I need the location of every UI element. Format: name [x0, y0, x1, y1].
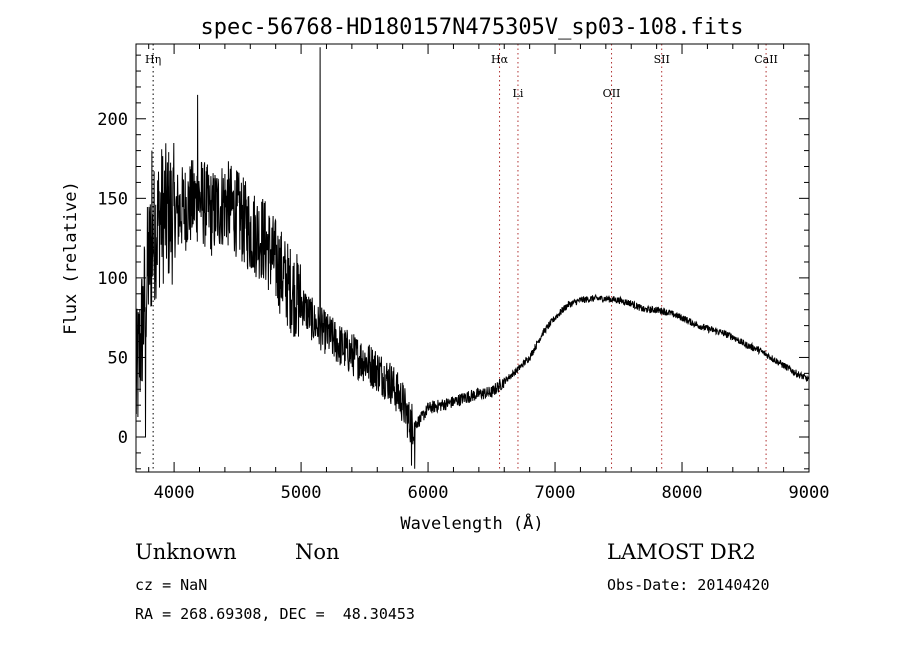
x-tick-label: 4000: [154, 483, 195, 503]
x-axis-label: Wavelength (Å): [400, 512, 543, 534]
y-tick-label: 150: [97, 189, 128, 209]
line-marker-label: SII: [654, 53, 670, 66]
y-axis-label: Flux (relative): [61, 181, 81, 335]
obs-date: Obs-Date: 20140420: [607, 576, 770, 594]
spectral-line-markers: Hη Hα Li OII SII CaII: [145, 44, 778, 472]
spectrum-series: [135, 47, 810, 469]
survey-name: LAMOST DR2: [607, 540, 756, 564]
x-tick-label: 7000: [535, 483, 576, 503]
line-marker-label: Li: [513, 87, 524, 100]
spectral-subclass: Non: [295, 540, 340, 564]
plot-frame: [135, 43, 810, 473]
x-tick-label: 6000: [408, 483, 449, 503]
redshift-readout: cz = NaN: [135, 576, 208, 594]
axes: 4000 5000 6000 7000 8000 9000 0 50 100 150 200: [97, 44, 829, 503]
line-marker-label: Hη: [145, 53, 161, 66]
line-marker-label: Hα: [491, 53, 509, 66]
chart-title: spec-56768-HD180157N475305V_sp03-108.fit…: [200, 15, 743, 40]
x-tick-label: 8000: [662, 483, 703, 503]
line-marker-label: OII: [603, 87, 621, 100]
x-tick-label: 5000: [281, 483, 322, 503]
line-marker-label: CaII: [754, 53, 778, 66]
y-tick-label: 200: [97, 110, 128, 130]
spectrum-line: [135, 47, 810, 469]
spectral-class: Unknown: [135, 540, 237, 564]
y-tick-label: 100: [97, 269, 128, 289]
coordinates: RA = 268.69308, DEC = 48.30453: [135, 605, 415, 623]
x-tick-label: 9000: [789, 483, 830, 503]
y-tick-label: 0: [118, 428, 128, 448]
y-tick-label: 50: [108, 348, 128, 368]
